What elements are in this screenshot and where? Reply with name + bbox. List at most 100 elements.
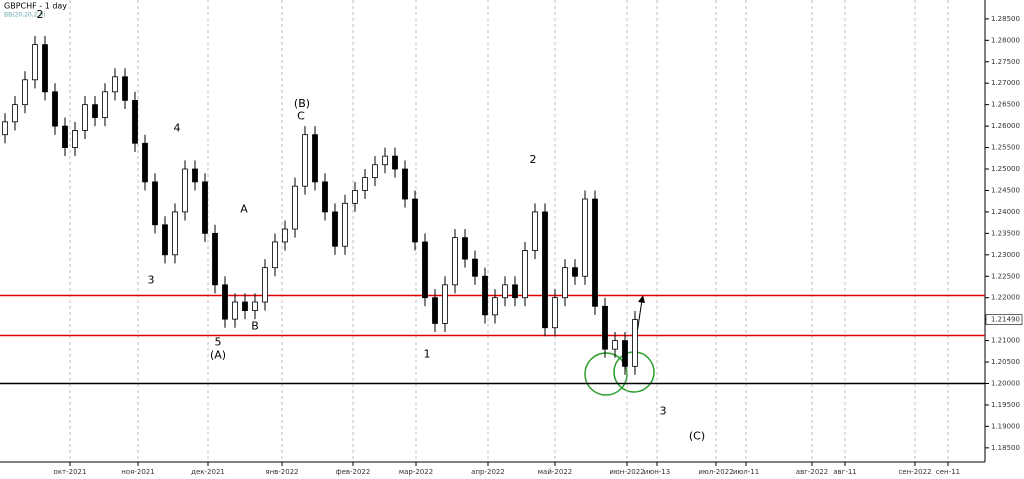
x-tick-label: июл-2022 [698,468,733,476]
candle-body [432,297,438,324]
indicator-label: BB(20,20,2,0) [4,12,46,19]
candle-body [422,241,428,299]
candle-body [622,340,628,367]
y-tick-label: 1.20500 [991,358,1020,366]
x-tick-label: фев-2022 [336,468,371,476]
arrow-head [638,295,645,303]
candle-body [112,76,118,93]
candle-body [72,130,78,148]
x-tick-label: окт-2021 [54,468,87,476]
candle-body [262,267,268,303]
y-tick-label: 1.20000 [991,379,1020,387]
wave-label: 3 [148,274,155,287]
candle-body [442,284,448,324]
wave-label: 2 [530,153,537,166]
y-tick-label: 1.24500 [991,186,1020,194]
candle-body [132,99,138,144]
candle-body [412,198,418,243]
candle-body [42,44,48,93]
y-tick-label: 1.27500 [991,58,1020,66]
candle-body [592,198,598,307]
candle-body [372,164,378,178]
candle-body [252,301,258,311]
wave-label: 5 [215,335,222,348]
y-tick-label: 1.23000 [991,251,1020,259]
candle-body [392,155,398,170]
wave-label: 3 [660,404,667,417]
candle-body [452,237,458,286]
candle-body [142,142,148,183]
candle-body [52,91,58,127]
candle-body [222,284,228,320]
candle-body [532,211,538,251]
candle-body [572,267,578,277]
candle-body [2,121,8,136]
last-price-box [985,314,1023,325]
candle-body [462,237,468,260]
x-tick-label: ноя-2021 [121,468,154,476]
x-tick-label: дек-2021 [191,468,225,476]
candle-body [32,44,38,81]
x-tick-label: янв-2022 [265,468,298,476]
candle-body [102,91,108,118]
wave-label: 1 [424,347,431,360]
y-tick-label: 1.19500 [991,401,1020,409]
x-tick-label: апр-2022 [471,468,505,476]
candle-body [562,267,568,299]
candle-body [292,185,298,230]
candle-body [482,275,488,316]
y-tick-label: 1.19000 [991,422,1020,430]
wave-label: C [297,110,305,123]
candle-body [352,190,358,204]
wave-label: (A) [210,349,226,362]
candle-body [342,202,348,247]
y-tick-label: 1.22500 [991,272,1020,280]
candle-body [382,155,388,166]
candle-body [542,211,548,329]
y-tick-label: 1.28500 [991,15,1020,23]
x-tick-label: июн-13 [644,468,670,476]
chart-title: GBPCHF - 1 day [4,2,67,11]
wave-label: A [240,202,248,215]
candle-body [12,104,18,123]
candle-body [152,181,158,226]
y-tick-label: 1.28000 [991,36,1020,44]
candle-body [502,284,508,299]
candle-body [272,241,278,269]
candle-body [362,177,368,191]
y-tick-label: 1.25500 [991,144,1020,152]
x-tick-label: мар-2022 [399,468,433,476]
y-tick-label: 1.26000 [991,122,1020,130]
y-tick-label: 1.24000 [991,208,1020,216]
y-tick-label: 1.25000 [991,165,1020,173]
wave-label: 4 [174,122,181,135]
candle-body [312,134,318,183]
candle-body [92,104,98,118]
candle-body [492,297,498,316]
candle-body [632,319,638,367]
candle-body [242,301,248,311]
y-tick-label: 1.21000 [991,337,1020,345]
candle-body [332,211,338,247]
x-tick-label: сен-2022 [898,468,931,476]
candle-body [552,297,558,329]
y-tick-label: 1.27000 [991,79,1020,87]
x-tick-label: авг-2022 [796,468,828,476]
candle-body [192,168,198,183]
x-tick-label: июн-2022 [609,468,644,476]
candle-body [612,340,618,350]
candle-body [162,224,168,256]
x-tick-label: авг-11 [833,468,857,476]
candle-body [512,284,518,299]
candle-body [232,301,238,320]
candle-body [122,76,128,101]
wave-label: 2 [37,8,44,21]
candle-body [212,232,218,286]
y-tick-label: 1.26500 [991,101,1020,109]
last-price-label: 1.21490 [991,316,1020,324]
wave-label: B [251,319,259,332]
x-tick-label: сен-11 [936,468,960,476]
candle-body [182,168,188,213]
